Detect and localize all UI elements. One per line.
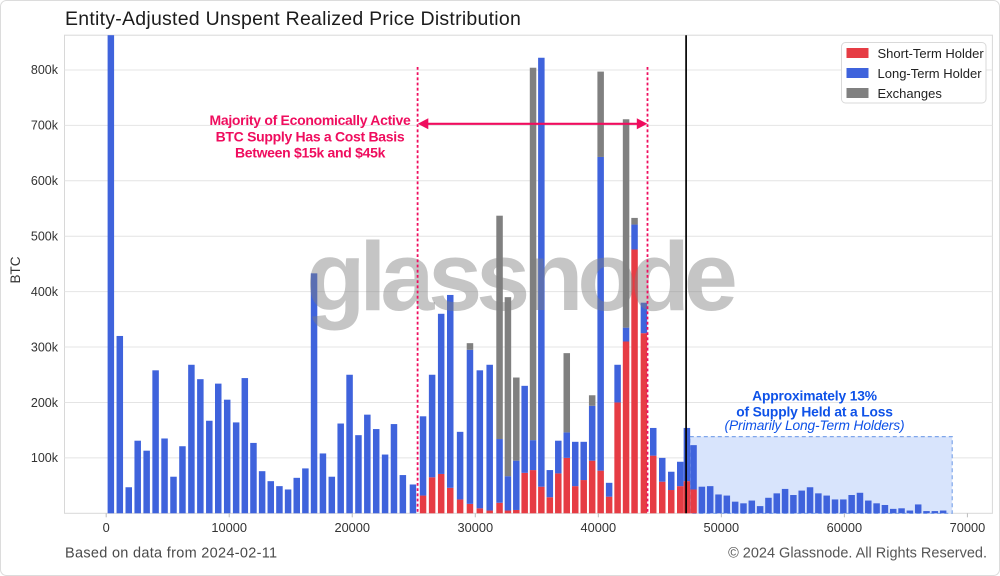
svg-text:0: 0 <box>103 520 110 535</box>
svg-text:(Primarily Long-Term Holders): (Primarily Long-Term Holders) <box>725 418 905 433</box>
svg-text:Based on data from 2024-02-11: Based on data from 2024-02-11 <box>65 545 277 561</box>
svg-text:Short-Term Holder: Short-Term Holder <box>878 46 985 61</box>
svg-text:Entity-Adjusted Unspent Realiz: Entity-Adjusted Unspent Realized Price D… <box>65 8 521 30</box>
svg-text:Majority of Economically Activ: Majority of Economically Active <box>209 112 411 128</box>
svg-text:200k: 200k <box>31 396 59 410</box>
svg-text:700k: 700k <box>31 119 59 133</box>
svg-text:Exchanges: Exchanges <box>878 86 943 101</box>
svg-text:300k: 300k <box>31 340 59 354</box>
svg-text:50000: 50000 <box>704 520 740 535</box>
svg-text:800k: 800k <box>31 63 59 77</box>
svg-text:BTC Supply Has a Cost Basis: BTC Supply Has a Cost Basis <box>216 128 405 144</box>
svg-text:of Supply Held at a Loss: of Supply Held at a Loss <box>736 404 893 419</box>
svg-text:30000: 30000 <box>457 520 493 535</box>
svg-text:© 2024 Glassnode. All Rights R: © 2024 Glassnode. All Rights Reserved. <box>728 545 987 561</box>
svg-text:60000: 60000 <box>827 520 863 535</box>
svg-text:100k: 100k <box>31 451 59 465</box>
svg-text:BTC: BTC <box>8 256 23 283</box>
svg-text:600k: 600k <box>31 174 59 188</box>
svg-text:Long-Term Holder: Long-Term Holder <box>878 66 983 81</box>
svg-text:70000: 70000 <box>950 520 986 535</box>
svg-text:400k: 400k <box>31 285 59 299</box>
svg-text:glassnode: glassnode <box>306 222 735 331</box>
svg-text:Between $15k and $45k: Between $15k and $45k <box>235 145 386 161</box>
svg-text:Approximately 13%: Approximately 13% <box>752 389 877 404</box>
svg-text:20000: 20000 <box>334 520 370 535</box>
svg-text:10000: 10000 <box>211 520 247 535</box>
svg-text:500k: 500k <box>31 230 59 244</box>
svg-text:40000: 40000 <box>581 520 617 535</box>
